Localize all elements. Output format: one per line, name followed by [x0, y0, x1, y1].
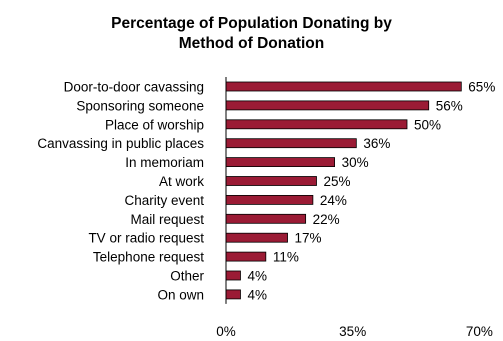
bar: [225, 157, 335, 168]
category-label: At work: [159, 174, 204, 189]
category-label: Door-to-door cavassing: [64, 80, 204, 95]
category-labels: Door-to-door cavassing Sponsoring someone…: [37, 80, 204, 303]
category-label: Telephone request: [93, 250, 204, 265]
value-label: 4%: [247, 287, 267, 302]
value-label: 36%: [363, 136, 390, 151]
bar: [225, 270, 241, 281]
value-label: 50%: [414, 117, 441, 132]
value-label: 25%: [324, 174, 351, 189]
x-tick-label: 0%: [216, 324, 236, 339]
value-label: 30%: [342, 155, 369, 170]
category-label: Canvassing in public places: [37, 136, 204, 151]
category-label: Charity event: [124, 193, 204, 208]
category-label: Sponsoring someone: [76, 98, 204, 113]
category-label: Mail request: [130, 212, 204, 227]
bar: [225, 232, 288, 243]
category-label: TV or radio request: [88, 231, 204, 246]
category-label: Other: [170, 269, 204, 284]
bar: [225, 81, 462, 92]
bar: [225, 194, 314, 205]
value-label: 56%: [436, 98, 463, 113]
bar: [225, 138, 357, 149]
value-labels: 65% 56% 50% 36% 30% 25% 24% 22% 17% 11% 4% 4%: [247, 80, 495, 303]
value-label: 17%: [295, 231, 322, 246]
value-label: 65%: [468, 80, 495, 95]
value-label: 4%: [247, 269, 267, 284]
bar: [225, 213, 307, 224]
value-label: 22%: [313, 212, 340, 227]
chart-title: Percentage of Population Donating by Met…: [0, 14, 503, 54]
bar: [225, 119, 408, 130]
bar: [225, 251, 267, 262]
bar: [225, 289, 241, 300]
chart-title-line-2: Method of Donation: [178, 35, 325, 52]
value-label: 11%: [273, 250, 299, 265]
value-label: 24%: [320, 193, 347, 208]
category-label: In memoriam: [125, 155, 204, 170]
x-tick-label: 70%: [466, 324, 493, 339]
category-label: Place of worship: [105, 117, 204, 132]
category-label: On own: [157, 287, 204, 302]
bar: [225, 176, 317, 186]
x-axis-tick-labels: 0% 35% 70%: [216, 324, 493, 339]
bar: [225, 100, 430, 111]
bars: [225, 81, 462, 300]
x-tick-label: 35%: [339, 324, 366, 339]
chart-title-line-1: Percentage of Population Donating by: [111, 15, 392, 32]
